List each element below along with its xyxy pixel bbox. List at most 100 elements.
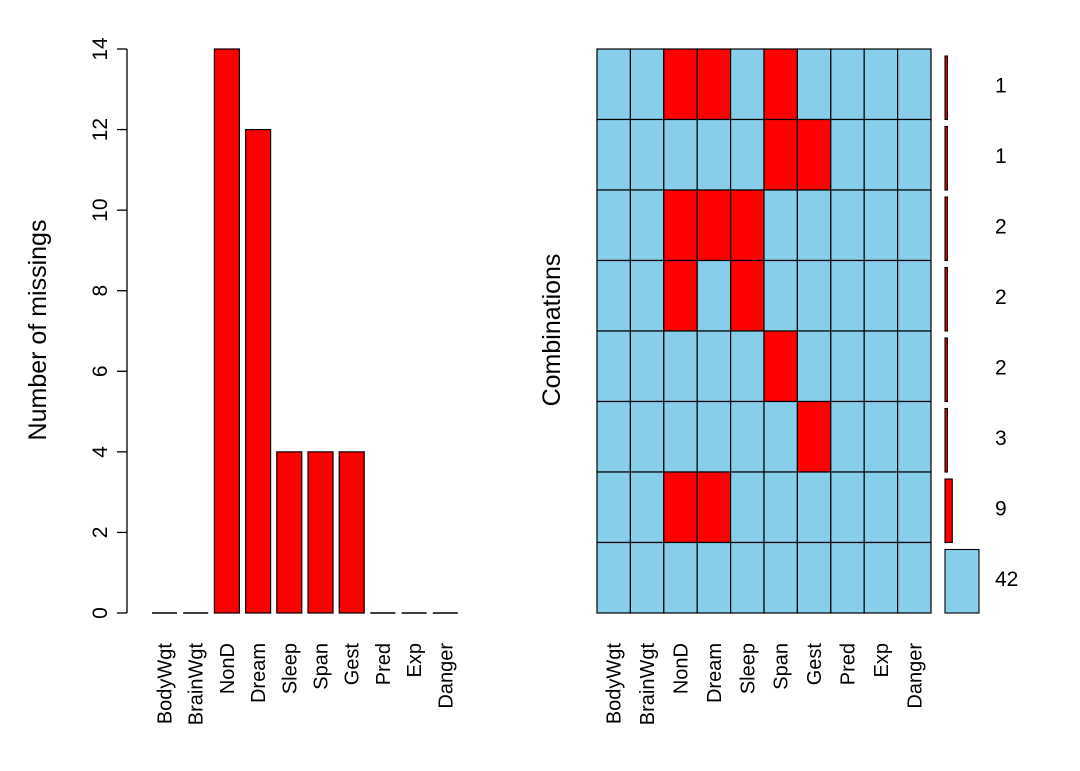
cell-r7-exp xyxy=(863,471,899,544)
x-tick-label-sleep: Sleep xyxy=(279,643,301,694)
bar-gest xyxy=(338,451,365,614)
bars-group xyxy=(152,48,458,614)
cell-r4-pred xyxy=(830,259,865,332)
cell-r3-exp xyxy=(863,189,899,262)
y-tick-label: 4 xyxy=(89,446,112,458)
frequency-bar xyxy=(944,125,948,191)
cell-r6-exp xyxy=(863,400,899,473)
y-tick-label: 0 xyxy=(89,607,112,619)
frequency-bar xyxy=(944,55,948,121)
heatmap-x-label-exp: Exp xyxy=(871,643,893,677)
y-tick-label: 12 xyxy=(89,118,112,141)
cell-r4-nond xyxy=(663,259,698,332)
heatmap-x-label-dream: Dream xyxy=(704,643,726,703)
cell-r3-nond xyxy=(663,189,698,262)
cell-r7-pred xyxy=(830,471,865,544)
heatmap-x-label-bodywgt: BodyWgt xyxy=(604,643,626,725)
y-axis: 0 2 4 6 8 10 12 14 xyxy=(89,37,128,619)
cell-r2-nond xyxy=(663,118,698,191)
cell-r1-danger xyxy=(896,48,932,121)
heatmap-cells xyxy=(596,48,932,614)
y-tick-label: 10 xyxy=(89,198,112,221)
cell-r6-brainwgt xyxy=(629,400,665,473)
bar-sleep xyxy=(276,451,303,614)
x-tick-label-nond: NonD xyxy=(217,643,239,694)
x-tick-label-span: Span xyxy=(311,643,333,690)
x-tick-label-brainwgt: BrainWgt xyxy=(186,643,208,726)
cell-r3-dream xyxy=(696,189,732,262)
missing-counts-barplot: 0 2 4 6 8 10 12 14 Number of missings BodyWgt Br… xyxy=(24,37,458,725)
cell-r4-bodywgt xyxy=(596,259,632,332)
cell-r5-sleep xyxy=(729,330,765,403)
frequency-bar xyxy=(944,196,948,262)
cell-r1-brainwgt xyxy=(629,48,665,121)
cell-r5-pred xyxy=(830,330,865,403)
cell-r3-pred xyxy=(830,189,865,262)
cell-r6-sleep xyxy=(729,400,765,473)
heatmap-x-label-sleep: Sleep xyxy=(737,643,759,694)
cell-r2-exp xyxy=(863,118,899,191)
cell-r2-danger xyxy=(896,118,932,191)
x-tick-label-danger: Danger xyxy=(435,643,457,709)
y-axis-label: Number of missings xyxy=(24,220,52,441)
cell-r4-span xyxy=(763,259,799,332)
cell-r5-exp xyxy=(863,330,899,403)
frequency-label: 2 xyxy=(995,356,1007,379)
cell-r8-gest xyxy=(796,541,832,614)
cell-r1-pred xyxy=(830,48,865,121)
frequency-bar xyxy=(944,266,948,332)
x-tick-label-dream: Dream xyxy=(248,643,270,703)
cell-r8-bodywgt xyxy=(596,541,632,614)
y-tick-label: 6 xyxy=(89,365,112,377)
heatmap-x-label-span: Span xyxy=(771,643,793,690)
cell-r6-gest xyxy=(796,400,832,473)
cell-r1-nond xyxy=(663,48,698,121)
cell-r2-bodywgt xyxy=(596,118,632,191)
cell-r8-sleep xyxy=(729,541,765,614)
cell-r5-span xyxy=(763,330,799,403)
heatmap-x-label-brainwgt: BrainWgt xyxy=(637,643,659,726)
cell-r1-sleep xyxy=(729,48,765,121)
cell-r7-brainwgt xyxy=(629,471,665,544)
cell-r7-bodywgt xyxy=(596,471,632,544)
frequency-bar xyxy=(944,337,948,403)
cell-r8-dream xyxy=(696,541,732,614)
cell-r4-exp xyxy=(863,259,899,332)
cell-r3-sleep xyxy=(729,189,765,262)
cell-r7-nond xyxy=(663,471,698,544)
cell-r5-gest xyxy=(796,330,832,403)
cell-r6-dream xyxy=(696,400,732,473)
cell-r2-brainwgt xyxy=(629,118,665,191)
cell-r1-dream xyxy=(696,48,732,121)
cell-r2-span xyxy=(763,118,799,191)
cell-r6-span xyxy=(763,400,799,473)
cell-r5-dream xyxy=(696,330,732,403)
cell-r7-span xyxy=(763,471,799,544)
cell-r3-bodywgt xyxy=(596,189,632,262)
frequency-bar xyxy=(944,548,980,614)
cell-r2-gest xyxy=(796,118,832,191)
y-tick-label: 2 xyxy=(89,527,112,539)
x-tick-label-bodywgt: BodyWgt xyxy=(155,643,177,725)
frequency-label: 42 xyxy=(995,568,1018,591)
y-tick-label: 8 xyxy=(89,285,112,297)
cell-r6-pred xyxy=(830,400,865,473)
cell-r8-exp xyxy=(863,541,899,614)
cell-r7-danger xyxy=(896,471,932,544)
cell-r1-span xyxy=(763,48,799,121)
frequency-label: 2 xyxy=(995,286,1007,309)
cell-r5-bodywgt xyxy=(596,330,632,403)
x-tick-label-gest: Gest xyxy=(342,643,364,686)
cell-r8-brainwgt xyxy=(629,541,665,614)
cell-r8-danger xyxy=(896,541,932,614)
heatmap-x-label-danger: Danger xyxy=(904,643,926,709)
heatmap-x-label-pred: Pred xyxy=(838,643,860,685)
cell-r5-brainwgt xyxy=(629,330,665,403)
cell-r1-gest xyxy=(796,48,832,121)
cell-r2-sleep xyxy=(729,118,765,191)
cell-r3-span xyxy=(763,189,799,262)
frequency-label: 1 xyxy=(995,74,1007,97)
cell-r2-dream xyxy=(696,118,732,191)
bar-nond xyxy=(213,48,240,614)
